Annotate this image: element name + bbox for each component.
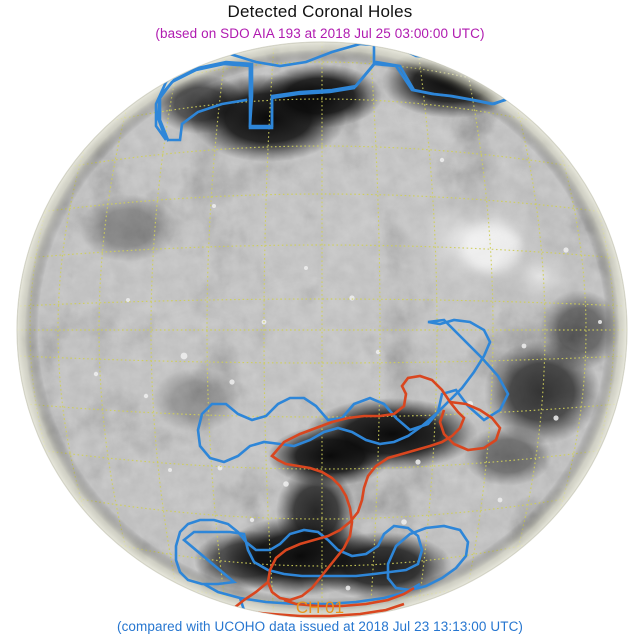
detected-contour-south	[174, 518, 424, 586]
observation-subtitle: (based on SDO AIA 193 at 2018 Jul 25 03:…	[155, 26, 485, 41]
detected-contour-north-main	[154, 42, 516, 141]
page-title: Detected Coronal Holes	[227, 2, 413, 21]
detected-contour-equatorial	[196, 318, 510, 464]
reference-contour-ucoho	[266, 374, 466, 602]
detected-contour-southeast	[386, 524, 470, 592]
comparison-caption: (compared with UCOHO data issued at 2018…	[116, 619, 524, 634]
reference-contour-east	[438, 400, 502, 452]
